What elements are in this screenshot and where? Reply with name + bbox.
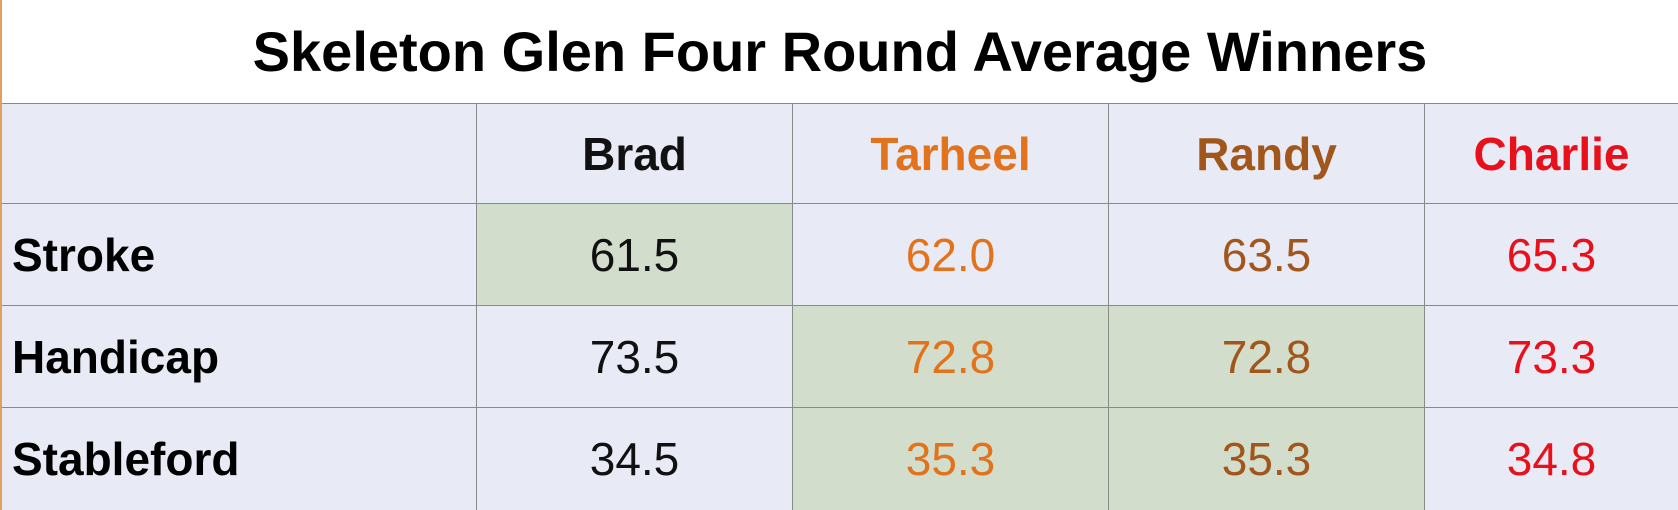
column-header: Tarheel (792, 103, 1108, 203)
corner-cell (2, 103, 476, 203)
value-cell: 65.3 (1424, 203, 1678, 305)
value-cell: 35.3 (792, 407, 1108, 510)
value-cell: 61.5 (476, 203, 792, 305)
row-label: Stableford (2, 407, 476, 510)
value-cell: 34.5 (476, 407, 792, 510)
value-cell: 63.5 (1108, 203, 1424, 305)
value-cell: 34.8 (1424, 407, 1678, 510)
table: Brad Tarheel Randy Charlie Stroke 61.5 62.0 63.… (2, 103, 1678, 510)
row-label: Stroke (2, 203, 476, 305)
column-header: Brad (476, 103, 792, 203)
value-cell: 73.3 (1424, 305, 1678, 407)
column-header: Charlie (1424, 103, 1678, 203)
row-label: Handicap (2, 305, 476, 407)
value-cell: 72.8 (792, 305, 1108, 407)
value-cell: 62.0 (792, 203, 1108, 305)
value-cell: 73.5 (476, 305, 792, 407)
value-cell: 35.3 (1108, 407, 1424, 510)
value-cell: 72.8 (1108, 305, 1424, 407)
title: Skeleton Glen Four Round Average Winners (252, 20, 1428, 83)
column-header: Randy (1108, 103, 1424, 203)
